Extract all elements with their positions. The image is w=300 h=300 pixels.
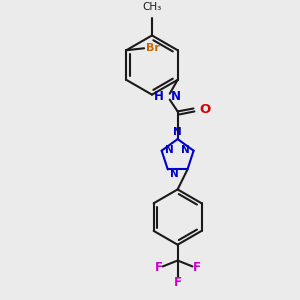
Text: H: H bbox=[154, 90, 164, 103]
Text: N: N bbox=[171, 90, 181, 103]
Text: CH₃: CH₃ bbox=[142, 2, 162, 12]
Text: F: F bbox=[192, 261, 200, 274]
Text: Br: Br bbox=[146, 43, 160, 53]
Text: F: F bbox=[174, 276, 182, 289]
Text: O: O bbox=[199, 103, 211, 116]
Text: N: N bbox=[170, 169, 179, 179]
Text: F: F bbox=[155, 261, 163, 274]
Text: N: N bbox=[181, 145, 190, 155]
Text: N: N bbox=[165, 145, 174, 155]
Text: N: N bbox=[173, 127, 182, 137]
